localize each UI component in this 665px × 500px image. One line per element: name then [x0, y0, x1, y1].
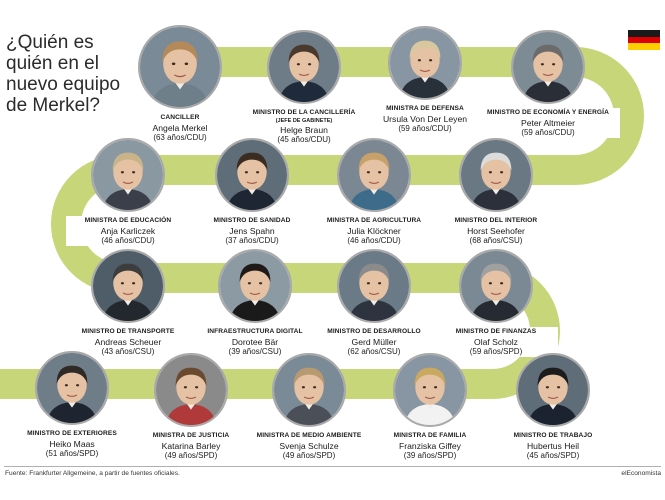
member-name: Jens Spahn	[229, 226, 275, 236]
member-label: INFRAESTRUCTURA DIGITAL Dorotee Bär (39 añ…	[193, 327, 317, 357]
member-role: MINISTRO DE TRABAJO	[513, 432, 593, 439]
member-name: Olaf Scholz	[474, 337, 518, 347]
member-info: (45 años/SPD)	[526, 451, 580, 460]
member-role: MINISTRO DE DESARROLLO	[327, 328, 421, 335]
german-flag-icon	[628, 30, 660, 51]
portrait-scheuer-icon	[91, 249, 165, 323]
member-name: Peter Altmeier	[521, 118, 575, 128]
member-role: MINISTRO DE LA CANCILLERÍA	[252, 109, 356, 116]
member-info: (68 años/CSU)	[469, 236, 523, 245]
member-info: (45 años/CDU)	[277, 135, 331, 144]
member-role: MINISTRA DE AGRICULTURA	[326, 217, 422, 224]
member-label: MINISTRO DEL INTERIOR Horst Seehofer (68 a…	[434, 216, 558, 246]
member-info: (49 años/SPD)	[164, 451, 218, 460]
title-line: ¿Quién es	[6, 32, 94, 53]
portrait-mueller-icon	[337, 249, 411, 323]
member-info: (46 años/CDU)	[347, 236, 401, 245]
member-name: Ursula Von Der Leyen	[382, 114, 468, 124]
portrait-altmeier-icon	[511, 30, 585, 104]
member-info: (62 años/CSU)	[347, 347, 401, 356]
portrait-schulze-icon	[272, 353, 346, 427]
member-name: Andreas Scheuer	[94, 337, 162, 347]
member-role: MINISTRA DE EDUCACIÓN	[84, 217, 172, 224]
member-label: MINISTRA DE DEFENSA Ursula Von Der Leyen(…	[363, 104, 487, 134]
member-role: MINISTRA DE MEDIO AMBIENTE	[256, 432, 362, 439]
portrait-merkel-icon	[138, 25, 222, 109]
portrait-von-der-leyen-icon	[388, 26, 462, 100]
member-info: (59 años/SPD)	[469, 347, 523, 356]
member-role: MINISTRO DE ECONOMÍA Y ENERGÍA	[487, 109, 609, 116]
member-info: (59 años/CDU)	[398, 124, 452, 133]
member-info: (49 años/SPD)	[282, 451, 336, 460]
footer-divider	[4, 466, 661, 467]
member-role: MINISTRO DE FINANZAS	[455, 328, 537, 335]
member-name: Julia Klöckner	[347, 226, 401, 236]
member-name: Angela Merkel	[152, 123, 208, 133]
portrait-spahn-icon	[215, 138, 289, 212]
member-label: MINISTRO DE FINANZAS Olaf Scholz (59 años/…	[434, 327, 558, 357]
portrait-heil-icon	[516, 353, 590, 427]
member-label: MINISTRA DE MEDIO AMBIENTE Svenja Schulze…	[247, 431, 371, 461]
member-name: Heiko Maas	[49, 439, 95, 449]
member-name: Dorotee Bär	[231, 337, 279, 347]
member-role: MINISTRA DE JUSTICIA	[152, 432, 230, 439]
member-label: MINISTRO DE DESARROLLO Gerd Müller (62 año…	[312, 327, 436, 357]
member-info: (46 años/CDU)	[101, 236, 155, 245]
member-name: Gerd Müller	[351, 337, 397, 347]
title-line: quién en el	[6, 53, 99, 74]
member-label: MINISTRO DE ECONOMÍA Y ENERGÍA Peter Altm…	[476, 108, 620, 138]
portrait-scholz-icon	[459, 249, 533, 323]
member-info: (39 años/SPD)	[403, 451, 457, 460]
member-role: MINISTRA DE FAMILIA	[393, 432, 467, 439]
member-label: MINISTRO DE EXTERIORES Heiko Maas (51 años…	[10, 429, 134, 459]
portrait-seehofer-icon	[459, 138, 533, 212]
member-label: MINISTRO DE TRANSPORTE Andreas Scheuer (43…	[66, 327, 190, 357]
member-label: MINISTRA DE JUSTICIA Katarina Barley (49 a…	[129, 431, 253, 461]
portrait-baer-icon	[218, 249, 292, 323]
member-label: MINISTRO DE SANIDAD Jens Spahn (37 años/CD…	[190, 216, 314, 246]
portrait-braun-icon	[267, 30, 341, 104]
member-role: INFRAESTRUCTURA DIGITAL	[207, 328, 303, 335]
member-info: (37 años/CDU)	[225, 236, 279, 245]
member-name: Franziska Giffey	[399, 441, 461, 451]
member-role: MINISTRO DEL INTERIOR	[454, 217, 538, 224]
portrait-karliczek-icon	[91, 138, 165, 212]
portrait-giffey-icon	[393, 353, 467, 427]
member-info: (39 años/CSU)	[228, 347, 282, 356]
portrait-kloeckner-icon	[337, 138, 411, 212]
portrait-maas-icon	[35, 351, 109, 425]
page-title: ¿Quién es quién en el nuevo equipo de Me…	[6, 32, 136, 116]
member-label: MINISTRA DE FAMILIA Franziska Giffey (39 a…	[368, 431, 492, 461]
source-note: Fuente: Frankfurter Allgemeine, a partir…	[5, 470, 180, 477]
member-role: MINISTRO DE EXTERIORES	[27, 430, 117, 437]
member-role: MINISTRO DE SANIDAD	[213, 217, 291, 224]
member-label: CANCILLER Angela Merkel (63 años/CDU)	[118, 113, 242, 143]
member-name: Anja Karliczek	[100, 226, 156, 236]
member-name: Horst Seehofer	[467, 226, 525, 236]
member-name: Katarina Barley	[161, 441, 221, 451]
member-subrole: (JEFE DE GABINETE)	[275, 118, 333, 124]
title-line: nuevo equipo	[6, 74, 121, 95]
member-info: (63 años/CDU)	[153, 133, 207, 142]
member-role: MINISTRO DE TRANSPORTE	[81, 328, 175, 335]
member-role: MINISTRA DE DEFENSA	[386, 105, 464, 112]
member-role: CANCILLER	[160, 114, 200, 121]
portrait-barley-icon	[154, 353, 228, 427]
member-name: Hubertus Heil	[526, 441, 580, 451]
member-info: (51 años/SPD)	[45, 449, 99, 458]
member-info: (59 años/CDU)	[521, 128, 575, 137]
member-name: Helge Braun	[280, 125, 328, 135]
brand-logo-text: elEconomista	[621, 470, 661, 477]
title-line: de Merkel?	[6, 95, 100, 116]
member-label: MINISTRA DE EDUCACIÓN Anja Karliczek (46 a…	[66, 216, 190, 246]
member-info: (43 años/CSU)	[101, 347, 155, 356]
member-name: Svenja Schulze	[279, 441, 339, 451]
member-label: MINISTRO DE TRABAJO Hubertus Heil (45 años…	[491, 431, 615, 461]
member-label: MINISTRA DE AGRICULTURA Julia Klöckner (46…	[312, 216, 436, 246]
